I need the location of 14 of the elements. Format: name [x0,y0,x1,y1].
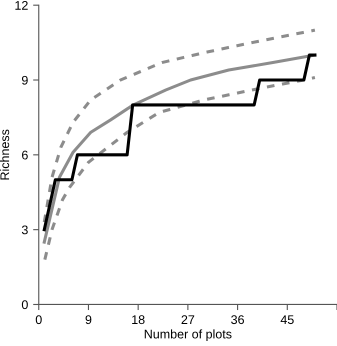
y-tick-label: 3 [22,225,28,234]
x-tick-label: 45 [280,315,294,324]
x-tick-label: 18 [132,315,145,324]
x-tick-label: 36 [231,315,244,324]
x-tick-label: 27 [182,315,194,324]
x-tick-label: 0 [36,315,42,324]
x-axis-title: Number of plots [144,329,232,341]
y-tick-label: 9 [22,76,28,85]
y-axis-title: Richness [0,130,10,180]
y-tick-label: 6 [22,150,28,160]
line-series [42,28,316,224]
y-tick-label: 12 [15,0,28,10]
y-tick-label: 0 [22,300,28,310]
x-tick-label: 9 [86,315,92,324]
